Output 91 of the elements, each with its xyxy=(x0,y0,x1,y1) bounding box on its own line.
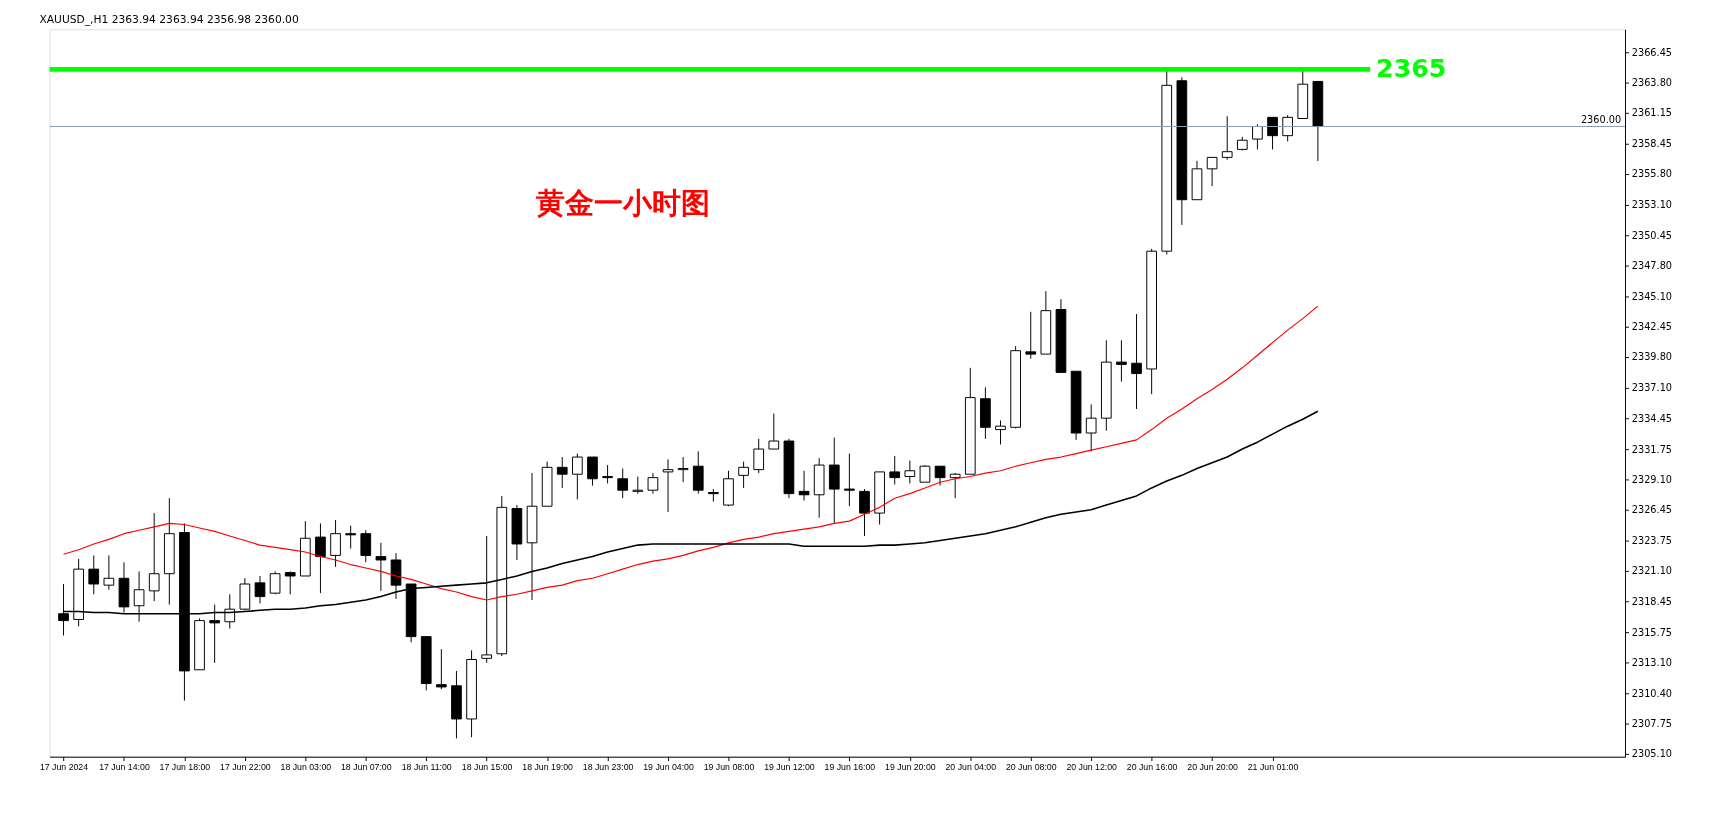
candlestick xyxy=(284,570,296,595)
x-tick-label: 19 Jun 16:00 xyxy=(824,761,876,772)
y-tick-label: 2313.10 xyxy=(1631,656,1673,668)
candlestick xyxy=(148,512,160,602)
ref-line-label: 2365 xyxy=(1376,54,1447,84)
y-tick-label: 2353.10 xyxy=(1631,199,1673,211)
candlestick xyxy=(1085,403,1097,452)
x-tick-label: 18 Jun 23:00 xyxy=(582,761,634,772)
x-tick-label: 19 Jun 04:00 xyxy=(643,761,694,772)
y-tick-label: 2347.80 xyxy=(1631,259,1673,271)
candlestick xyxy=(360,529,372,563)
candlestick xyxy=(889,455,901,485)
y-tick-label: 2310.40 xyxy=(1631,687,1673,699)
candlestick xyxy=(1282,114,1294,142)
candlestick xyxy=(995,419,1006,445)
candlestick xyxy=(88,554,100,595)
candlestick xyxy=(556,456,568,489)
y-tick-label: 2339.80 xyxy=(1631,351,1673,363)
x-tick-label: 18 Jun 19:00 xyxy=(522,761,574,772)
candlestick xyxy=(632,476,644,495)
x-tick-label: 20 Jun 08:00 xyxy=(1005,761,1057,772)
y-tick-label: 2355.80 xyxy=(1631,168,1673,180)
x-tick-label: 17 Jun 22:00 xyxy=(220,761,271,772)
candlestick xyxy=(662,458,674,513)
ref-line-label: 2360.00 xyxy=(1580,113,1622,125)
candlestick xyxy=(904,459,916,484)
candlestick xyxy=(738,461,749,489)
candlestick xyxy=(587,456,598,487)
candlestick xyxy=(1252,123,1263,150)
x-tick-label: 19 Jun 12:00 xyxy=(764,761,815,772)
y-tick-label: 2334.45 xyxy=(1631,412,1673,424)
candlestick xyxy=(330,519,341,568)
candlestick xyxy=(375,542,387,592)
chart-title: XAUUSD_,H1 2363.94 2363.94 2356.98 2360.00 xyxy=(39,13,299,27)
y-tick-label: 2315.75 xyxy=(1631,626,1673,638)
candlestick xyxy=(949,472,961,499)
y-tick-label: 2350.45 xyxy=(1631,229,1673,241)
x-tick-label: 17 Jun 14:00 xyxy=(99,761,150,772)
x-tick-label: 17 Jun 2024 xyxy=(39,761,89,772)
x-tick-label: 21 Jun 01:00 xyxy=(1247,761,1299,772)
line-series xyxy=(62,305,1319,601)
candlestick xyxy=(1206,156,1218,187)
x-tick-label: 20 Jun 20:00 xyxy=(1187,761,1239,772)
candlestick xyxy=(103,554,115,591)
candlestick xyxy=(1221,115,1233,161)
x-tick-label: 19 Jun 08:00 xyxy=(703,761,755,772)
candlestick xyxy=(859,488,870,537)
x-tick-label: 18 Jun 07:00 xyxy=(340,761,392,772)
candlestick xyxy=(315,522,326,594)
candlestick xyxy=(1267,116,1278,150)
x-tick-label: 20 Jun 04:00 xyxy=(945,761,997,772)
y-tick-label: 2366.45 xyxy=(1631,46,1673,58)
y-tick-label: 2337.10 xyxy=(1631,382,1673,394)
y-tick-label: 2342.45 xyxy=(1631,321,1673,333)
y-tick-label: 2329.10 xyxy=(1631,473,1673,485)
candlestick xyxy=(617,468,629,499)
candlestick xyxy=(934,465,946,487)
y-tick-label: 2361.15 xyxy=(1631,107,1673,119)
x-tick-label: 18 Jun 11:00 xyxy=(401,761,452,772)
candlestick xyxy=(844,453,855,507)
candlestick xyxy=(1131,313,1142,410)
y-tick-label: 2318.45 xyxy=(1631,595,1673,607)
y-tick-label: 2305.10 xyxy=(1631,748,1673,760)
x-tick-label: 18 Jun 15:00 xyxy=(461,761,513,772)
candlestick xyxy=(572,453,583,500)
x-tick-label: 20 Jun 12:00 xyxy=(1066,761,1118,772)
candlestick xyxy=(798,470,810,501)
x-tick-label: 17 Jun 18:00 xyxy=(159,761,211,772)
candlestick xyxy=(753,438,765,474)
candlestick xyxy=(677,456,689,483)
y-tick-label: 2326.45 xyxy=(1631,504,1673,516)
candlestick xyxy=(345,525,357,550)
y-tick-label: 2307.75 xyxy=(1631,718,1673,730)
y-tick-label: 2363.80 xyxy=(1631,76,1673,88)
y-tick-label: 2345.10 xyxy=(1631,290,1673,302)
candlestick xyxy=(647,472,659,495)
candlestick xyxy=(1116,339,1127,383)
candlestick xyxy=(435,648,447,690)
x-tick-label: 19 Jun 20:00 xyxy=(885,761,936,772)
y-tick-label: 2323.75 xyxy=(1631,535,1673,547)
x-tick-label: 18 Jun 03:00 xyxy=(280,761,332,772)
annotation: 黄金一小时图 xyxy=(535,186,711,221)
x-tick-label: 20 Jun 16:00 xyxy=(1126,761,1178,772)
y-tick-label: 2321.10 xyxy=(1631,565,1673,577)
y-tick-label: 2331.75 xyxy=(1631,443,1673,455)
y-tick-label: 2358.45 xyxy=(1631,138,1673,150)
candlestick xyxy=(602,464,613,484)
candlestick xyxy=(708,488,719,503)
candlestick xyxy=(768,413,780,450)
candlestick xyxy=(1025,311,1037,360)
candlestick xyxy=(254,575,266,604)
